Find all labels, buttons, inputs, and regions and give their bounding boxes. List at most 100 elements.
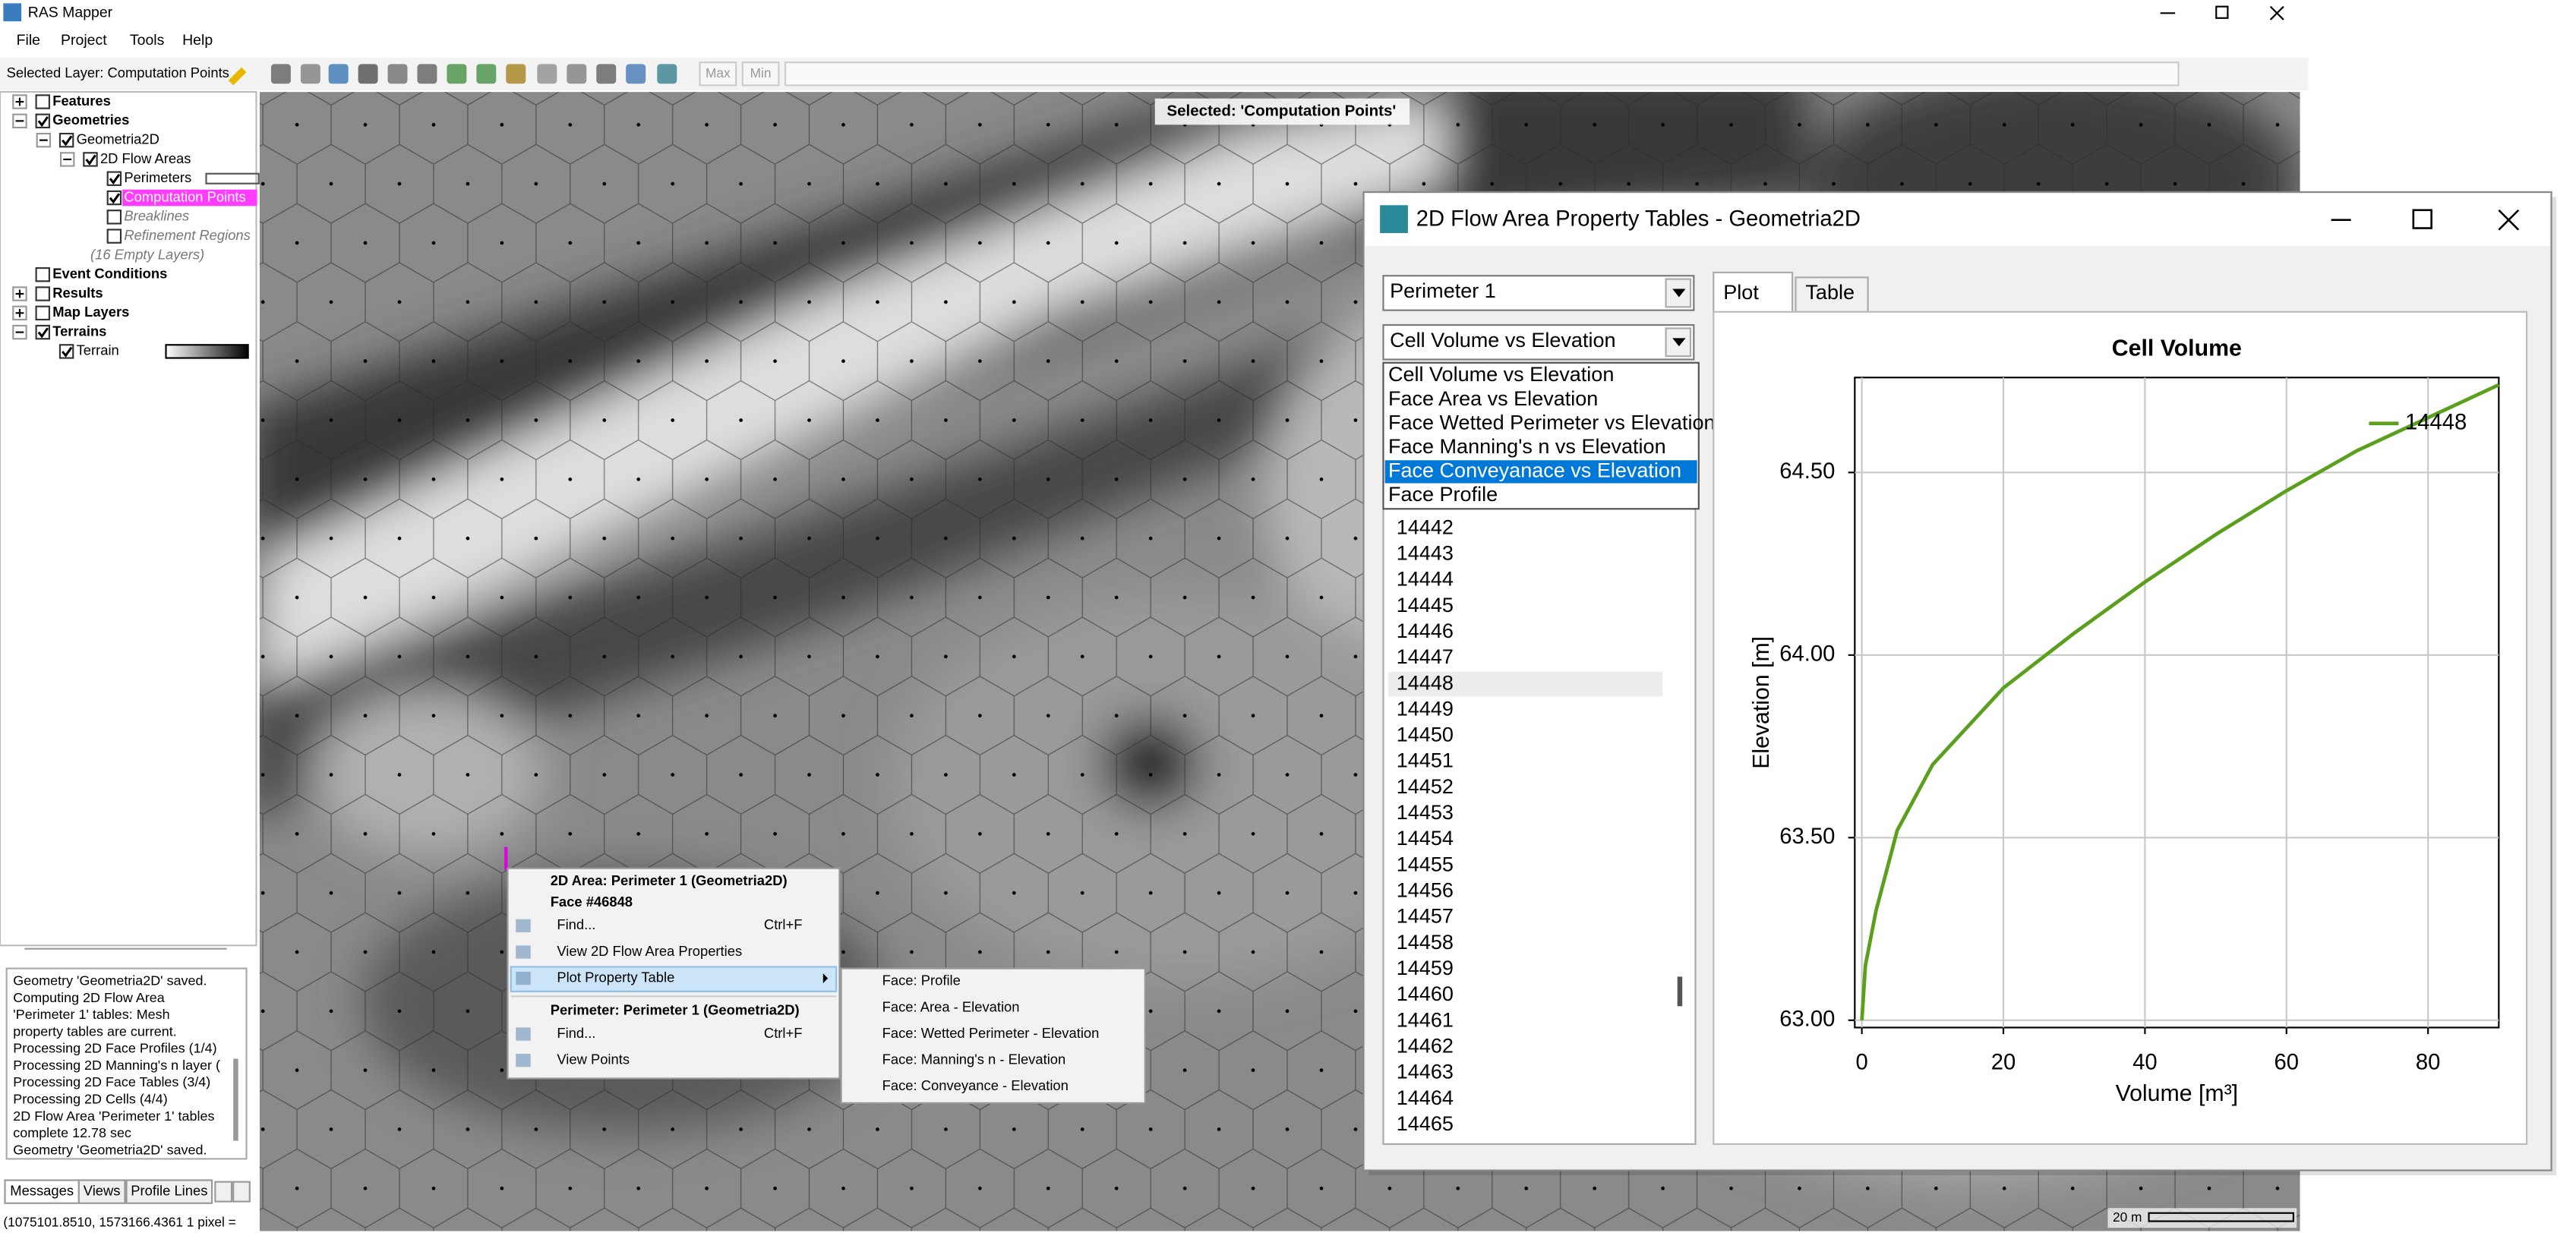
id-item[interactable]: 14450 xyxy=(1397,724,1454,746)
bottom-tab[interactable] xyxy=(4,1179,80,1204)
submenu-item[interactable]: Face: Profile xyxy=(882,973,961,988)
id-item[interactable]: 14445 xyxy=(1397,594,1454,616)
id-item[interactable]: 14444 xyxy=(1397,568,1454,591)
layer-label[interactable]: (16 Empty Layers) xyxy=(90,246,204,262)
tab-scroll-left[interactable] xyxy=(214,1181,233,1203)
bottom-tab-label[interactable]: Views xyxy=(84,1182,121,1198)
edit-icon[interactable] xyxy=(228,67,247,86)
menu-item[interactable]: View 2D Flow Area Properties xyxy=(557,943,742,959)
max-button[interactable] xyxy=(699,61,737,87)
layer-checkbox[interactable] xyxy=(35,266,50,282)
messages-scrollbar[interactable] xyxy=(233,1058,238,1141)
id-item[interactable]: 14464 xyxy=(1397,1086,1454,1109)
id-list-scrollbar[interactable] xyxy=(1677,976,1683,1007)
toolbar-button[interactable] xyxy=(567,64,587,84)
layer-label[interactable]: Computation Points xyxy=(124,188,245,204)
menu-item[interactable]: Project xyxy=(61,32,107,49)
dropdown-item[interactable]: Face Profile xyxy=(1388,483,1498,506)
menu-item[interactable]: View Points xyxy=(557,1052,630,1067)
layer-label[interactable]: Features xyxy=(52,93,111,109)
window-controls[interactable] xyxy=(2160,5,2284,20)
dropdown-item[interactable]: Cell Volume vs Elevation xyxy=(1388,363,1614,386)
toolbar-button[interactable] xyxy=(657,64,677,84)
tab-scroll-right[interactable] xyxy=(232,1181,251,1203)
toolbar-button[interactable] xyxy=(596,64,617,84)
submenu-item[interactable]: Face: Area - Elevation xyxy=(882,998,1020,1014)
layer-label[interactable]: Perimeters xyxy=(124,169,191,185)
toolbar-button[interactable] xyxy=(387,64,408,84)
id-item[interactable]: 14458 xyxy=(1397,931,1454,954)
id-item[interactable]: 14457 xyxy=(1397,905,1454,928)
dialog-tab-label[interactable]: Plot xyxy=(1723,281,1759,304)
min-button[interactable] xyxy=(741,61,780,87)
id-item[interactable]: 14455 xyxy=(1397,853,1454,875)
bottom-tab-label[interactable]: Messages xyxy=(10,1182,74,1198)
id-item[interactable]: 14442 xyxy=(1397,516,1454,538)
layer-checkbox[interactable] xyxy=(106,229,122,244)
submenu-item[interactable]: Face: Manning's n - Elevation xyxy=(882,1052,1066,1067)
layer-label[interactable]: Geometria2D xyxy=(77,131,159,147)
toolbar-button[interactable] xyxy=(300,64,320,84)
id-item[interactable]: 14453 xyxy=(1397,801,1454,824)
id-item[interactable]: 14452 xyxy=(1397,775,1454,798)
id-item[interactable]: 14461 xyxy=(1397,1008,1454,1031)
table-combo-value[interactable]: Cell Volume vs Elevation xyxy=(1390,329,1615,352)
dialog-tab-label[interactable]: Table xyxy=(1805,281,1855,304)
toolbar-button[interactable] xyxy=(506,64,526,84)
layer-label[interactable]: Results xyxy=(52,285,103,301)
layer-label[interactable]: Geometries xyxy=(52,112,129,128)
id-item[interactable]: 14463 xyxy=(1397,1061,1454,1083)
layer-label[interactable]: Event Conditions xyxy=(52,266,167,282)
id-item[interactable]: 14465 xyxy=(1397,1112,1454,1135)
id-item[interactable]: 14456 xyxy=(1397,879,1454,902)
layer-label[interactable]: Terrain xyxy=(77,342,119,358)
id-item[interactable]: 14449 xyxy=(1397,697,1454,720)
id-item[interactable]: 14454 xyxy=(1397,827,1454,850)
submenu-item[interactable]: Face: Conveyance - Elevation xyxy=(882,1077,1069,1093)
min-button-label[interactable]: Min xyxy=(750,65,772,80)
layer-label[interactable]: 2D Flow Areas xyxy=(100,150,191,166)
bottom-tab-label[interactable]: Profile Lines xyxy=(131,1182,207,1198)
menu-item[interactable]: Tools xyxy=(130,32,165,49)
toolbar-button[interactable] xyxy=(417,64,437,84)
id-item[interactable]: 14448 xyxy=(1397,671,1454,694)
toolbar-button[interactable] xyxy=(626,64,646,84)
table-combo[interactable] xyxy=(1382,323,1695,361)
area-combo[interactable] xyxy=(1382,275,1695,311)
id-item[interactable]: 14446 xyxy=(1397,620,1454,642)
dialog-controls[interactable] xyxy=(2331,209,2520,231)
bottom-tab[interactable] xyxy=(125,1179,213,1204)
bottom-tab[interactable] xyxy=(77,1179,126,1204)
time-slider[interactable] xyxy=(784,61,2180,87)
toolbar-button[interactable] xyxy=(537,64,557,84)
id-item[interactable]: 14443 xyxy=(1397,541,1454,564)
menu-item[interactable]: Find... xyxy=(557,1025,595,1041)
id-item[interactable]: 14460 xyxy=(1397,982,1454,1005)
id-item[interactable]: 14462 xyxy=(1397,1035,1454,1058)
layer-checkbox[interactable] xyxy=(106,210,122,225)
id-item[interactable]: 14451 xyxy=(1397,749,1454,772)
layer-label[interactable]: Refinement Regions xyxy=(124,227,251,243)
dropdown-item[interactable]: Face Area vs Elevation xyxy=(1388,387,1598,410)
menu-item[interactable]: Help xyxy=(182,32,213,49)
toolbar-button[interactable] xyxy=(270,64,291,84)
menu-item[interactable]: Find... xyxy=(557,916,595,932)
submenu-item[interactable]: Face: Wetted Perimeter - Elevation xyxy=(882,1025,1100,1041)
layer-checkbox[interactable] xyxy=(35,94,50,109)
toolbar-button[interactable] xyxy=(358,64,378,84)
toolbar-button[interactable] xyxy=(447,64,467,84)
toolbar-button[interactable] xyxy=(476,64,497,84)
layer-checkbox[interactable] xyxy=(35,286,50,301)
menu-item[interactable]: File xyxy=(17,32,40,49)
id-item[interactable]: 14447 xyxy=(1397,645,1454,668)
id-item[interactable]: 14459 xyxy=(1397,957,1454,979)
dropdown-item[interactable]: Face Manning's n vs Elevation xyxy=(1388,435,1666,458)
id-list[interactable] xyxy=(1382,508,1697,1146)
layer-label[interactable]: Breaklines xyxy=(124,208,189,224)
menu-item[interactable]: Plot Property Table xyxy=(557,969,674,985)
area-combo-value[interactable]: Perimeter 1 xyxy=(1390,279,1496,302)
max-button-label[interactable]: Max xyxy=(706,65,731,80)
layer-label[interactable]: Terrains xyxy=(52,323,106,339)
dropdown-item[interactable]: Face Wetted Perimeter vs Elevation xyxy=(1388,411,1716,434)
dropdown-item[interactable]: Face Conveyanace vs Elevation xyxy=(1388,459,1681,482)
